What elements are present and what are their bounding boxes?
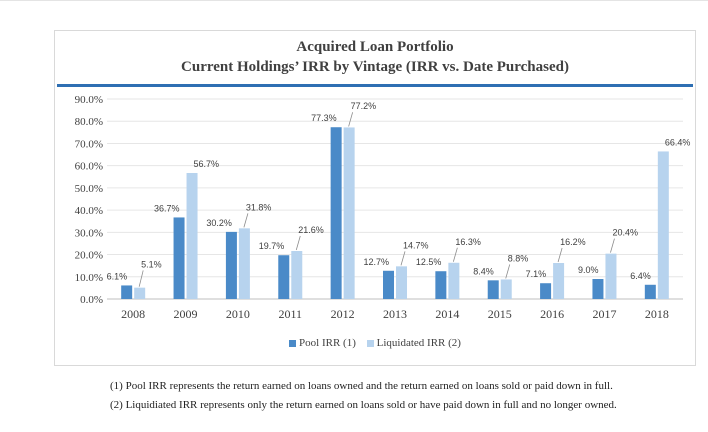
bar-liquidated-2008 xyxy=(134,287,146,299)
bar-pool-2014 xyxy=(435,271,447,299)
data-label-liquidated: 20.4% xyxy=(612,228,638,238)
data-label-pool: 36.7% xyxy=(154,203,180,213)
chart-title-line1: Acquired Loan Portfolio xyxy=(296,39,454,55)
bar-liquidated-2009 xyxy=(186,173,198,299)
data-label-pool: 6.1% xyxy=(107,271,128,281)
label-leader-line xyxy=(348,112,354,127)
bar-chart: 0.0% 10.0% 20.0% 30.0% 40.0% 50.0% 60.0% 70.0% 8… xyxy=(75,94,691,321)
bar-pool-2011 xyxy=(278,255,290,299)
bar-pool-2008 xyxy=(121,285,133,299)
label-leader-line xyxy=(557,247,563,263)
legend-item-pool: Pool IRR (1) xyxy=(289,337,356,349)
bar-liquidated-2014 xyxy=(448,262,460,299)
data-label-liquidated: 16.3% xyxy=(455,237,481,247)
legend-label-liquidated: Liquidated IRR (2) xyxy=(376,337,461,349)
bar-pool-2012 xyxy=(330,127,342,299)
y-tick-label: 0.0% xyxy=(80,294,103,306)
data-label-pool: 9.0% xyxy=(578,265,599,275)
chart-title-line2: Current Holdings’ IRR by Vintage (IRR vs… xyxy=(181,59,569,75)
label-leader-line xyxy=(400,251,406,266)
bar-pool-2013 xyxy=(383,270,394,299)
data-label-liquidated: 31.8% xyxy=(246,202,272,212)
data-label-pool: 7.1% xyxy=(526,269,547,279)
data-label-pool: 19.7% xyxy=(259,241,285,251)
legend-swatch-pool xyxy=(289,339,297,347)
y-tick-label: 30.0% xyxy=(75,227,103,239)
bar-pool-2010 xyxy=(225,231,237,299)
label-leader-line xyxy=(295,235,301,251)
data-label-liquidated: 5.1% xyxy=(141,259,162,269)
data-label-liquidated: 14.7% xyxy=(403,240,429,250)
bar-liquidated-2015 xyxy=(500,279,512,299)
chart-legend: Pool IRR (1) Liquidated IRR (2) xyxy=(55,337,695,349)
bar-pool-2017 xyxy=(592,279,604,299)
bar-pool-2009 xyxy=(173,217,185,299)
top-tick-rule xyxy=(0,0,708,1)
data-label-pool: 30.2% xyxy=(206,218,232,228)
bar-pool-2015 xyxy=(487,280,499,299)
bar-liquidated-2011 xyxy=(291,251,303,299)
data-label-liquidated: 56.7% xyxy=(194,159,220,169)
bar-pool-2016 xyxy=(540,283,552,299)
y-tick-label: 10.0% xyxy=(75,272,103,284)
y-tick-label: 20.0% xyxy=(75,250,103,262)
x-tick-label: 2011 xyxy=(278,307,302,321)
label-leader-line xyxy=(138,270,144,287)
y-tick-label: 40.0% xyxy=(75,205,103,217)
data-label-liquidated: 77.2% xyxy=(351,101,377,111)
legend-item-liquidated: Liquidated IRR (2) xyxy=(366,337,461,349)
data-label-pool: 8.4% xyxy=(473,266,494,276)
label-leader-line xyxy=(243,213,249,228)
bar-liquidated-2018 xyxy=(657,151,669,299)
bar-liquidated-2013 xyxy=(396,266,407,299)
title-rule xyxy=(57,84,693,87)
x-tick-label: 2016 xyxy=(540,307,564,321)
label-leader-line xyxy=(610,238,615,253)
bar-liquidated-2010 xyxy=(238,228,250,299)
y-tick-label: 90.0% xyxy=(75,94,103,106)
y-tick-label: 60.0% xyxy=(75,161,103,173)
data-label-pool: 12.7% xyxy=(363,257,389,267)
x-tick-label: 2018 xyxy=(645,307,669,321)
x-tick-label: 2009 xyxy=(174,307,198,321)
bar-liquidated-2017 xyxy=(605,253,617,299)
label-leader-line xyxy=(452,247,458,262)
x-tick-label: 2012 xyxy=(331,307,355,321)
data-label-liquidated: 66.4% xyxy=(665,137,691,147)
x-tick-label: 2013 xyxy=(383,307,407,321)
data-label-pool: 12.5% xyxy=(416,257,442,267)
label-leader-line xyxy=(505,264,511,279)
data-label-liquidated: 8.8% xyxy=(508,253,529,263)
x-tick-label: 2010 xyxy=(226,307,250,321)
y-tick-label: 50.0% xyxy=(75,183,103,195)
chart-frame: Acquired Loan Portfolio Current Holdings… xyxy=(54,30,696,366)
footnote-1: (1) Pool IRR represents the return earne… xyxy=(110,380,613,392)
legend-label-pool: Pool IRR (1) xyxy=(299,337,356,349)
x-tick-label: 2014 xyxy=(435,307,459,321)
bar-pool-2018 xyxy=(644,284,656,299)
x-tick-label: 2015 xyxy=(488,307,512,321)
data-label-pool: 77.3% xyxy=(311,113,337,123)
data-label-liquidated: 16.2% xyxy=(560,237,586,247)
y-tick-label: 70.0% xyxy=(75,138,103,150)
y-tick-label: 80.0% xyxy=(75,116,103,128)
x-tick-label: 2017 xyxy=(592,307,616,321)
data-label-pool: 6.4% xyxy=(630,271,651,281)
bar-liquidated-2012 xyxy=(343,127,355,299)
x-tick-label: 2008 xyxy=(121,307,145,321)
data-label-liquidated: 21.6% xyxy=(298,225,324,235)
bar-liquidated-2016 xyxy=(553,263,565,299)
legend-swatch-liquidated xyxy=(366,339,374,347)
footnote-2: (2) Liquidiated IRR represents only the … xyxy=(110,399,617,411)
